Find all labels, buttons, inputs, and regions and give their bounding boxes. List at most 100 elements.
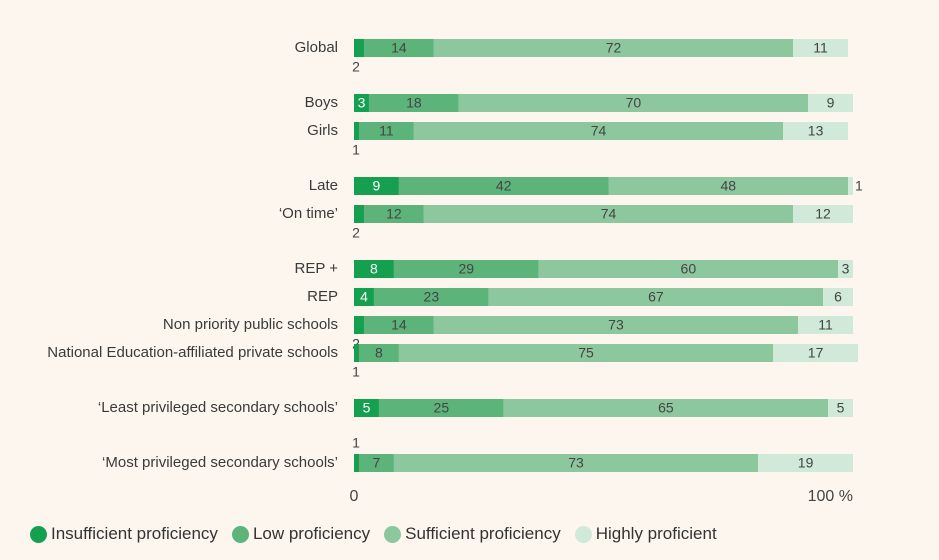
value-label: 70 [626, 95, 642, 111]
category-label: ‘Least privileged secondary schools’ [97, 399, 338, 416]
value-label: 2 [352, 59, 360, 75]
bar-segment [828, 399, 853, 417]
category-label: Late [308, 177, 338, 194]
value-label: 2 [352, 336, 360, 352]
bar-segment [373, 288, 489, 306]
legend-label: Insufficient proficiency [51, 524, 218, 543]
bar-segment [368, 94, 459, 112]
x-tick-label: 100 % [808, 488, 853, 505]
legend-swatch [231, 525, 249, 543]
value-label: 6 [834, 289, 842, 305]
category-label: ‘On time’ [278, 205, 338, 222]
value-label: 9 [373, 178, 381, 194]
category-label: National Education-affiliated private sc… [47, 344, 338, 361]
legend-item: Low proficiency [231, 524, 371, 544]
value-label: 75 [578, 345, 594, 361]
value-label: 13 [808, 123, 824, 139]
category-label: Boys [304, 94, 338, 111]
bar-segment [354, 260, 394, 278]
bar-segment [354, 177, 399, 195]
bar-segment [773, 344, 858, 362]
value-label: 7 [373, 455, 381, 471]
value-label: 5 [837, 400, 845, 416]
bar-segment [363, 316, 434, 334]
legend-item: Sufficient proficiency [384, 524, 561, 544]
value-label: 5 [363, 400, 371, 416]
value-label: 9 [827, 95, 835, 111]
value-label: 12 [815, 206, 831, 222]
bar-segment [793, 39, 849, 57]
bar-segment [823, 288, 853, 306]
bar-segment [398, 177, 609, 195]
bar-segment [848, 177, 853, 195]
category-label: Girls [307, 122, 338, 139]
value-label: 8 [370, 261, 378, 277]
bar-segment [358, 454, 394, 472]
bar-segment [413, 122, 784, 140]
value-label: 4 [360, 289, 368, 305]
value-label: 12 [386, 206, 402, 222]
value-label: 42 [496, 178, 512, 194]
bar-segment [354, 122, 359, 140]
value-label: 73 [608, 317, 624, 333]
bar-segment [808, 94, 853, 112]
bar-segment [354, 288, 374, 306]
legend-label: Low proficiency [252, 524, 371, 543]
category-label: Non priority public schools [162, 316, 338, 333]
bar-segment [354, 205, 364, 223]
value-label: 3 [358, 95, 366, 111]
bar-segment [433, 39, 794, 57]
bar-segment [838, 260, 853, 278]
bar-segment [423, 205, 794, 223]
bar-segment [354, 316, 364, 334]
value-label: 14 [391, 40, 407, 56]
bar-segment [538, 260, 839, 278]
value-label: 48 [720, 178, 736, 194]
legend-item: Highly proficient [574, 524, 717, 544]
category-label: Global [294, 39, 338, 56]
value-label: 74 [591, 123, 607, 139]
value-label: 11 [818, 317, 833, 333]
value-label: 1 [352, 364, 360, 380]
bar-segment [758, 454, 853, 472]
bar-segment [393, 260, 539, 278]
legend-swatch [30, 525, 47, 543]
value-label: 74 [601, 206, 617, 222]
value-label: 1 [352, 142, 360, 158]
bar-segment [608, 177, 849, 195]
value-label: 3 [842, 261, 850, 277]
bar-segment [358, 344, 399, 362]
value-label: 18 [406, 95, 422, 111]
value-label: 25 [434, 400, 450, 416]
bar-segment [393, 454, 759, 472]
legend: Insufficient proficiency Low proficiency S… [30, 524, 717, 544]
category-label: REP + [294, 260, 339, 277]
bar-segment [458, 94, 809, 112]
bar-segment [354, 399, 379, 417]
bar-segment [783, 122, 849, 140]
value-label: 29 [458, 261, 474, 277]
value-label: 11 [813, 40, 828, 56]
bar-segment [378, 399, 504, 417]
legend-label: Sufficient proficiency [405, 524, 561, 543]
legend-swatch [384, 525, 402, 543]
bar-segment [798, 316, 853, 334]
legend-item: Insufficient proficiency [30, 524, 218, 544]
value-label: 2 [352, 225, 360, 241]
value-label: 73 [568, 455, 584, 471]
category-label: REP [307, 288, 338, 305]
value-label: 65 [658, 400, 674, 416]
bar-segment [503, 399, 829, 417]
value-label: 8 [375, 345, 383, 361]
value-label: 60 [681, 261, 697, 277]
bar-segment [358, 122, 414, 140]
value-label: 67 [648, 289, 664, 305]
bar-segment [354, 94, 369, 112]
value-label: 23 [424, 289, 440, 305]
bar-segment [398, 344, 774, 362]
legend-swatch [574, 525, 592, 543]
value-label: 1 [352, 435, 360, 451]
category-label: ‘Most privileged secondary schools’ [102, 454, 338, 471]
